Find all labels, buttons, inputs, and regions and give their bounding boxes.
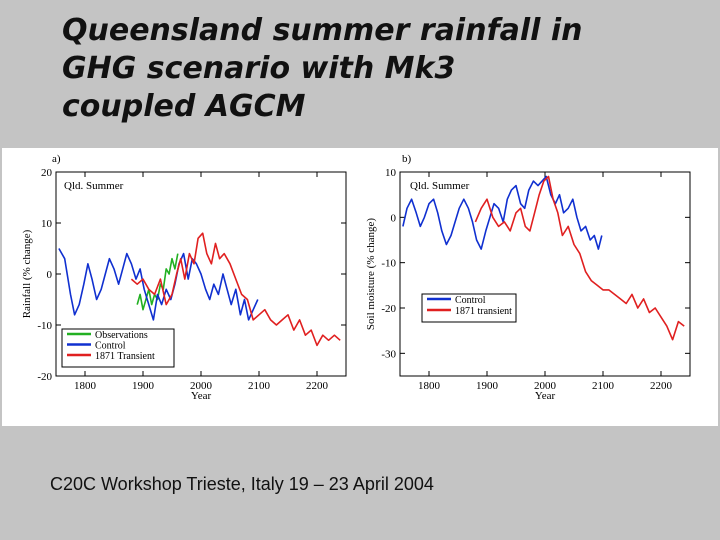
panel-a-ytick-label: 0 [47,269,53,281]
panel-b-xtick-label: 2100 [592,380,615,392]
panel-a-xlabel: Year [191,390,212,402]
panel-b-ytick-label: -10 [381,258,396,270]
panel-a-xtick-label: 1800 [74,380,97,392]
panel-a-series-1871-transient [130,232,341,347]
panel-b-xlabel: Year [535,390,556,402]
panel-b-ytick-label: 0 [391,212,397,224]
charts-figure: a) Qld. Summer 20 10 0 -10 -20 1800 1900 2000 2100… [21,153,691,402]
panel-a-label: a) [52,153,61,165]
panel-a-ytick-label: 10 [41,218,53,230]
panel-b-legend-label: Control [455,295,486,306]
panel-b-label: b) [402,153,412,165]
panel-a-xtick-label: 2200 [306,380,329,392]
panel-a-xtick-label: 1900 [132,380,155,392]
panel-a-series-observations [136,253,179,311]
panel-a-legend-label: Observations [95,330,148,341]
slide-title: Queensland summer rainfall in GHG scenar… [62,12,702,126]
footer-text: C20C Workshop Trieste, Italy 19 – 23 Apr… [50,474,434,494]
panel-a-ytick-label: 20 [41,167,53,179]
panel-b-ylabel: Soil moisture (% change) [365,218,377,330]
panel-a-xtick-label: 2000 [190,380,213,392]
panel-b-region-label: Qld. Summer [410,180,470,192]
panel-b-ytick-label: -30 [381,348,396,360]
panel-a-region-label: Qld. Summer [64,180,124,192]
panel-b-xtick-label: 2000 [534,380,557,392]
panel-b-frame [399,171,691,377]
slide-title-line-1: Queensland summer rainfall in [62,13,583,48]
panel-b-ytick-label: -20 [381,303,396,315]
panel-a-ytick-label: -20 [37,371,52,383]
panel-a-xtick-label: 2100 [248,380,271,392]
panel-a-legend-label: 1871 Transient [95,351,155,362]
panel-b-xtick-label: 1800 [418,380,441,392]
panel-b-xtick-label: 2200 [650,380,673,392]
panel-a-ytick-label: -10 [37,320,52,332]
panel-a-legend-label: Control [95,341,126,352]
figure-panel: a) Qld. Summer 20 10 0 -10 -20 1800 1900 2000 2100… [2,148,718,426]
panel-b-legend-label: 1871 transient [455,306,512,317]
panel-b-ytick-label: 10 [385,167,397,179]
panel-a-legend [61,328,175,368]
panel-b-series-1871-transient [474,175,685,341]
slide-title-line-3: coupled AGCM [62,89,306,124]
panel-a-series-control [58,248,259,321]
panel-b-xtick-label: 1900 [476,380,499,392]
slide-title-line-2: GHG scenario with Mk3 [62,51,456,86]
panel-a-ylabel: Rainfall (% change) [21,229,33,318]
